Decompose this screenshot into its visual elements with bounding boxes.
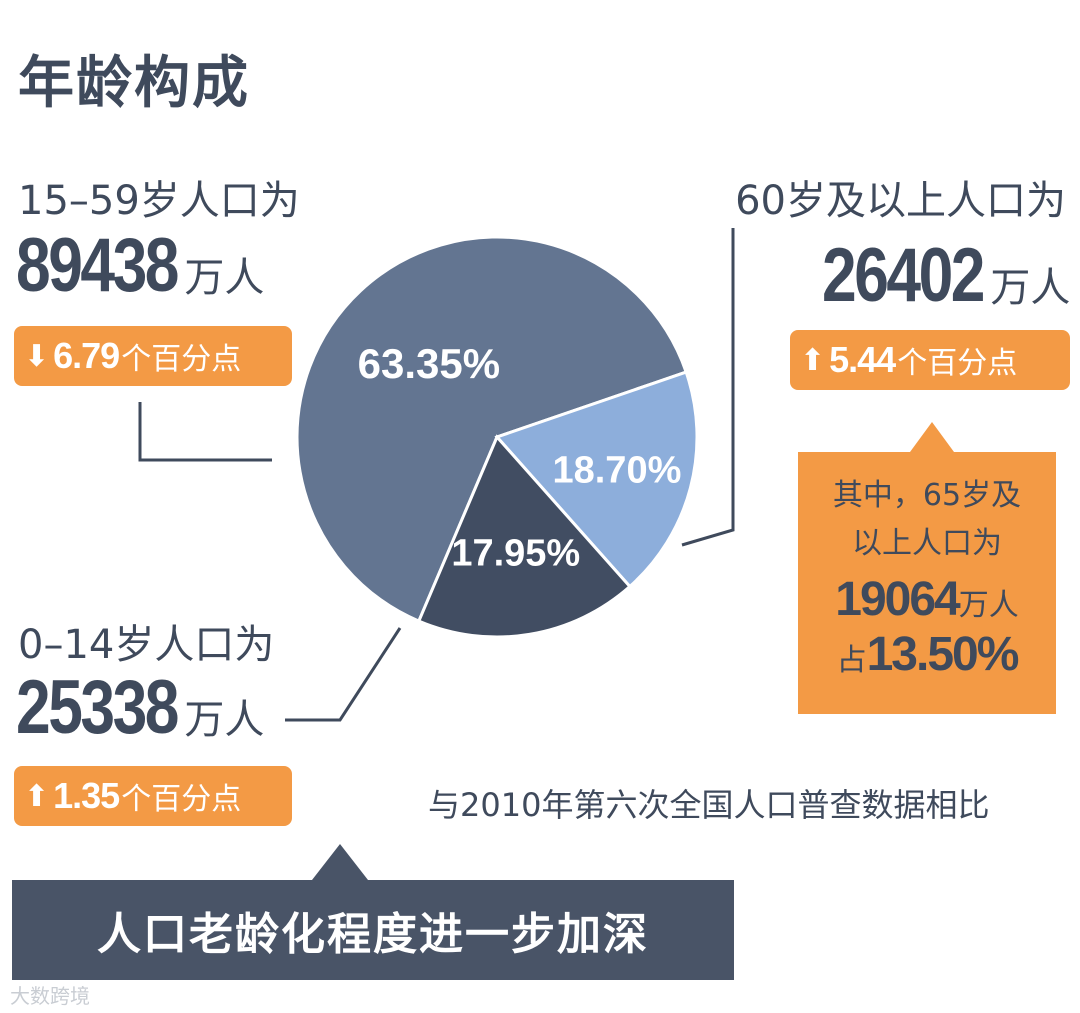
- elderly-change-badge: ⬆ 5.44 个百分点: [790, 330, 1070, 390]
- children-unit: 万人: [184, 697, 265, 743]
- callout-share-row: 占13.50%: [798, 627, 1056, 682]
- pie-slice-label-1: 18.70%: [552, 450, 681, 492]
- pie-slice-label-2: 17.95%: [451, 532, 580, 574]
- callout-line1: 其中，65岁及: [832, 478, 1022, 513]
- children-label: 0–14岁人口为: [18, 622, 275, 668]
- elderly-label: 60岁及以上人口为: [735, 178, 1066, 224]
- callout-line2: 以上人口为: [852, 526, 1002, 561]
- conclusion-banner: 人口老龄化程度进一步加深: [12, 844, 734, 980]
- pie-slice-label-0: 63.35%: [358, 340, 500, 387]
- callout-number-row: 19064万人: [798, 572, 1056, 627]
- children-change-badge: ⬆ 1.35 个百分点: [14, 766, 292, 826]
- arrow-up-icon: ⬆: [800, 342, 826, 378]
- children-number: 25338: [16, 665, 179, 750]
- working-age-unit: 万人: [184, 255, 265, 301]
- page-title: 年龄构成: [18, 51, 250, 116]
- children-change-value: 1.35: [53, 775, 120, 816]
- working-age-number: 89438: [16, 223, 179, 308]
- working-age-change-value: 6.79: [53, 335, 120, 376]
- children-change-unit: 个百分点: [121, 782, 242, 817]
- pie-slice-0: [295, 235, 689, 624]
- leader-line-children: [285, 627, 402, 722]
- callout-number: 19064: [835, 573, 960, 626]
- pie-slice-2: [416, 434, 632, 639]
- callout-share-value: 13.50%: [866, 628, 1020, 681]
- elderly-change-unit: 个百分点: [897, 346, 1018, 381]
- working-age-change-unit: 个百分点: [121, 342, 242, 377]
- working-age-number-row: 89438 万人: [16, 222, 264, 309]
- leader-line-elderly: [681, 228, 735, 547]
- leader-line-working: [138, 402, 272, 462]
- working-age-label: 15–59岁人口为: [18, 178, 300, 224]
- arrow-down-icon: ⬇: [24, 338, 50, 374]
- elderly-unit: 万人: [990, 265, 1071, 311]
- watermark: 大数跨境: [10, 984, 90, 1008]
- over-65-callout: 其中，65岁及 以上人口为 19064万人 占13.50%: [798, 422, 1056, 714]
- callout-unit: 万人: [958, 588, 1019, 623]
- working-age-change-badge: ⬇ 6.79 个百分点: [14, 326, 292, 386]
- comparison-note: 与2010年第六次全国人口普查数据相比: [428, 786, 990, 824]
- elderly-number-row: 26402 万人: [822, 232, 1070, 319]
- elderly-change-value: 5.44: [829, 339, 896, 380]
- arrow-up-icon: ⬆: [24, 778, 50, 814]
- pie-slices: [295, 235, 699, 639]
- elderly-number: 26402: [822, 233, 985, 318]
- callout-share-prefix: 占: [836, 643, 867, 678]
- pie-slice-labels: 63.35% 18.70% 17.95%: [358, 340, 682, 575]
- pie-slice-1: [494, 370, 699, 589]
- children-number-row: 25338 万人: [16, 664, 264, 751]
